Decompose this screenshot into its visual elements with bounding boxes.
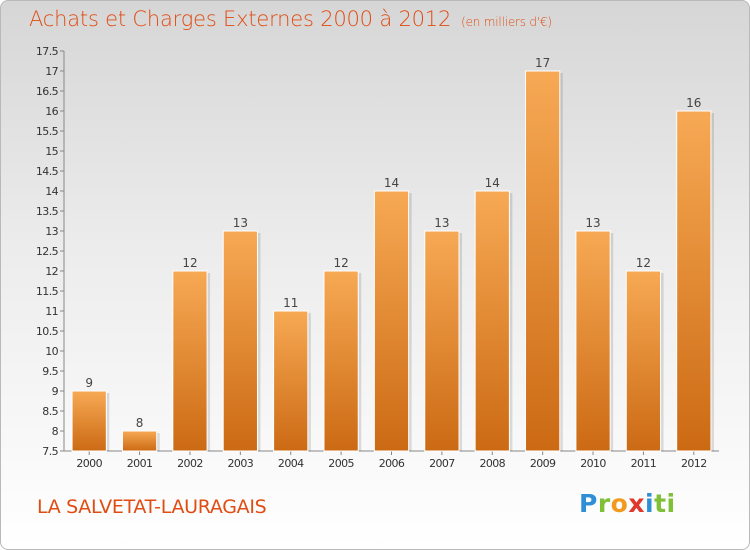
x-tick-label: 2012	[681, 457, 707, 470]
value-labels: 9 8 12 13 11 12 14 13 14 17 13 12 16	[85, 56, 701, 430]
value-label: 11	[283, 296, 298, 310]
y-tick-label: 14	[45, 185, 58, 198]
y-tick-label: 8.5	[42, 405, 58, 418]
x-tick-label: 2000	[76, 457, 102, 470]
bar-2008	[474, 190, 510, 452]
bar-2007	[424, 230, 460, 452]
y-tick-label: 13.5	[36, 205, 59, 218]
x-tick-label: 2001	[127, 457, 153, 470]
logo-letter: ti	[654, 489, 676, 518]
y-tick-label: 12.5	[36, 245, 59, 258]
chart-title-text: Achats et Charges Externes 2000 à 2012	[29, 7, 452, 31]
value-label: 8	[136, 416, 144, 430]
logo-letter: i	[645, 489, 655, 518]
value-label: 13	[434, 216, 449, 230]
x-tick-label: 2011	[631, 457, 657, 470]
x-tick-label: 2005	[328, 457, 354, 470]
value-label: 14	[485, 176, 500, 190]
logo-letter: r	[597, 489, 611, 518]
x-tick-label: 2007	[429, 457, 455, 470]
chart-title: Achats et Charges Externes 2000 à 2012 (e…	[29, 7, 552, 31]
y-tick-label: 13	[45, 225, 58, 238]
proxiti-logo: Proxiti	[579, 489, 676, 518]
y-tick-label: 15.5	[36, 125, 59, 138]
x-tick-label: 2008	[479, 457, 505, 470]
bar-2010	[575, 230, 611, 452]
bar-2002	[172, 270, 208, 452]
value-label: 13	[233, 216, 248, 230]
y-tick-label: 10.5	[36, 325, 59, 338]
value-label: 13	[585, 216, 600, 230]
bar-2006	[373, 190, 410, 452]
y-tick-label: 17	[45, 65, 58, 78]
value-label: 16	[686, 96, 701, 110]
value-label: 12	[636, 256, 651, 270]
value-label: 9	[85, 376, 93, 390]
y-tick-label: 15	[45, 145, 58, 158]
bar-2003	[222, 230, 258, 452]
x-tick-label: 2009	[530, 457, 556, 470]
logo-letter: o	[610, 489, 629, 518]
bar-2005	[323, 270, 359, 452]
y-tick-label: 8	[52, 425, 59, 438]
bar-2011	[625, 270, 662, 452]
chart-subtitle: (en milliers d'€)	[461, 15, 552, 29]
y-tick-label: 9.5	[42, 365, 58, 378]
bar-2009	[525, 70, 561, 452]
x-tick-label: 2006	[379, 457, 405, 470]
x-tick-label: 2003	[228, 457, 254, 470]
y-tick-label: 16	[45, 105, 58, 118]
x-tick-label: 2002	[177, 457, 203, 470]
bar-2004	[273, 310, 309, 452]
y-tick-label: 17.5	[36, 45, 59, 58]
y-tick-label: 12	[45, 265, 58, 278]
y-tick-label: 14.5	[36, 165, 59, 178]
bars	[71, 70, 714, 452]
y-tick-label: 11.5	[36, 285, 59, 298]
x-axis: 2000 2001 2002 2003 2004 2005 2006 2007 2008 2009…	[64, 450, 719, 470]
bar-2001	[121, 430, 158, 452]
value-label: 14	[384, 176, 399, 190]
x-tick-label: 2004	[278, 457, 304, 470]
y-tick-label: 16.5	[36, 85, 59, 98]
value-label: 17	[535, 56, 550, 70]
y-tick-label: 9	[52, 385, 59, 398]
value-label: 12	[333, 256, 348, 270]
y-tick-label: 11	[45, 305, 58, 318]
town-name: LA SALVETAT-LAURAGAIS	[37, 496, 267, 518]
y-tick-label: 10	[45, 345, 58, 358]
x-tick-label: 2010	[580, 457, 606, 470]
logo-letter: x	[628, 489, 645, 518]
logo-letter: P	[579, 489, 598, 518]
bar-2012	[676, 110, 712, 452]
y-axis: 7.5 8 8.5 9 9.5 10 10.5 11 11.5 12 12.5 13 13.5 14 14.…	[36, 45, 65, 458]
bar-2000	[71, 390, 107, 452]
value-label: 12	[182, 256, 197, 270]
y-tick-label: 7.5	[42, 445, 58, 458]
